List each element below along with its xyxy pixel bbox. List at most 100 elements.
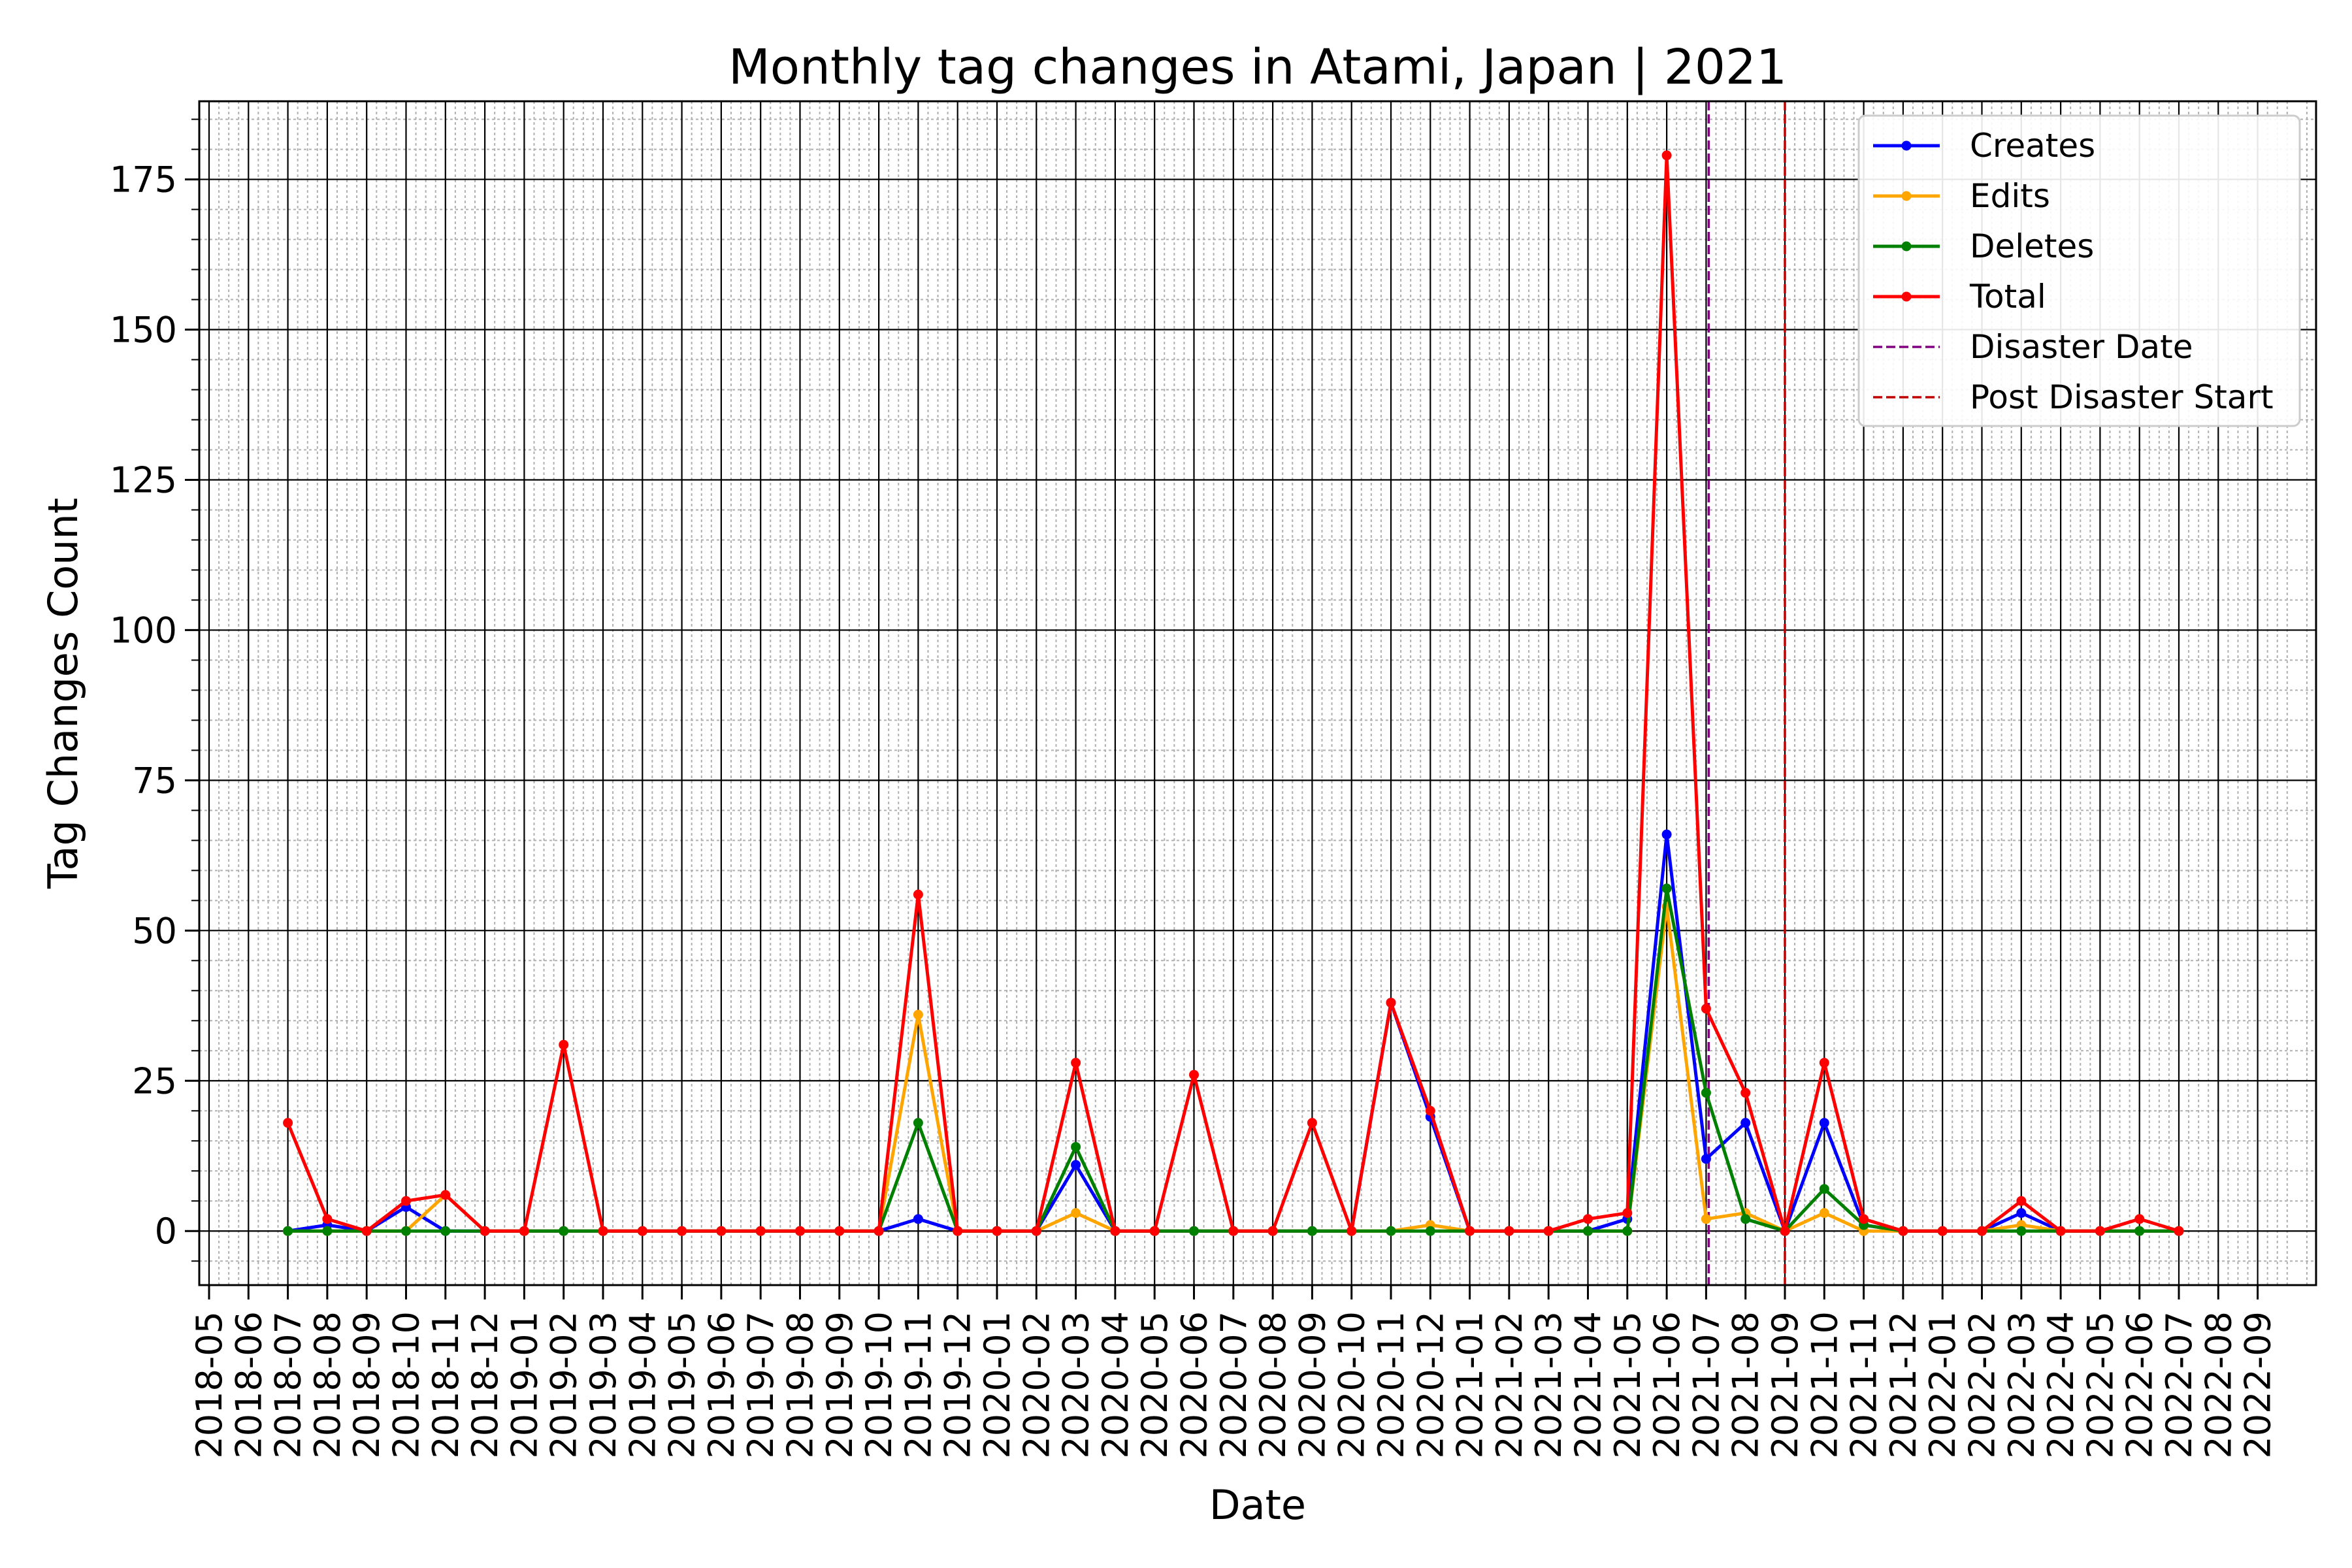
x-tick-label: 2021-03 — [1528, 1311, 1569, 1459]
point-deletes — [1583, 1226, 1593, 1236]
point-total — [1937, 1226, 1948, 1236]
point-total — [1031, 1226, 1041, 1236]
point-total — [2095, 1226, 2105, 1236]
point-total — [1228, 1226, 1239, 1236]
x-tick-label: 2021-08 — [1725, 1311, 1767, 1459]
y-tick-label: 50 — [132, 910, 177, 951]
x-tick-label: 2019-01 — [504, 1311, 545, 1459]
x-tick-label: 2020-08 — [1252, 1311, 1294, 1459]
x-tick-label: 2019-06 — [701, 1311, 742, 1459]
y-tick-label: 25 — [132, 1060, 177, 1102]
x-tick-label: 2020-04 — [1095, 1311, 1136, 1459]
point-total — [1740, 1088, 1751, 1098]
point-total — [1307, 1118, 1317, 1128]
point-total — [401, 1196, 411, 1206]
point-deletes — [2134, 1226, 2145, 1236]
point-edits — [1819, 1208, 1829, 1218]
point-total — [480, 1226, 490, 1236]
x-tick-label: 2020-12 — [1410, 1311, 1451, 1459]
x-tick-label: 2019-10 — [858, 1311, 900, 1459]
x-tick-label: 2021-07 — [1686, 1311, 1727, 1459]
x-tick-label: 2021-04 — [1568, 1311, 1609, 1459]
x-tick-label: 2020-09 — [1292, 1311, 1333, 1459]
point-total — [992, 1226, 1002, 1236]
x-tick-label: 2020-05 — [1134, 1311, 1175, 1459]
point-total — [716, 1226, 727, 1236]
x-tick-label: 2022-06 — [2119, 1311, 2161, 1459]
y-tick-label: 125 — [110, 459, 177, 500]
point-deletes — [283, 1226, 293, 1236]
x-tick-label: 2018-10 — [386, 1311, 427, 1459]
point-total — [1347, 1226, 1357, 1236]
x-tick-label: 2021-06 — [1646, 1311, 1688, 1459]
point-total — [1149, 1226, 1160, 1236]
x-tick-label: 2022-08 — [2198, 1311, 2239, 1459]
point-total — [440, 1190, 451, 1200]
x-tick-label: 2018-12 — [465, 1311, 506, 1459]
point-total — [1859, 1214, 1869, 1224]
x-tick-label: 2018-05 — [189, 1311, 230, 1459]
point-deletes — [1189, 1226, 1199, 1236]
x-tick-label: 2020-07 — [1213, 1311, 1254, 1459]
legend-label-creates: Creates — [1970, 127, 2095, 165]
y-axis-label: Tag Changes Count — [39, 498, 87, 889]
point-total — [1267, 1226, 1278, 1236]
plot-frame — [198, 100, 2317, 1286]
x-tick-label: 2019-05 — [662, 1311, 703, 1459]
x-tick-label: 2021-12 — [1883, 1311, 1924, 1459]
x-tick-label: 2018-07 — [268, 1311, 309, 1459]
point-creates — [1740, 1118, 1751, 1128]
point-edits — [1701, 1214, 1711, 1224]
point-deletes — [1386, 1226, 1396, 1236]
point-creates — [2016, 1208, 2027, 1218]
point-deletes — [1661, 883, 1672, 894]
point-total — [2174, 1226, 2184, 1236]
point-total — [1504, 1226, 1514, 1236]
x-tick-label: 2021-02 — [1489, 1311, 1530, 1459]
x-tick-label: 2020-03 — [1056, 1311, 1097, 1459]
chart-title: Monthly tag changes in Atami, Japan | 20… — [728, 39, 1787, 95]
x-tick-label: 2018-08 — [307, 1311, 348, 1459]
point-creates — [1071, 1160, 1081, 1170]
point-creates — [913, 1214, 923, 1224]
point-total — [834, 1226, 845, 1236]
x-tick-label: 2018-11 — [425, 1311, 466, 1459]
point-total — [874, 1226, 884, 1236]
x-tick-label: 2019-12 — [938, 1311, 979, 1459]
point-deletes — [1425, 1226, 1435, 1236]
y-tick-label: 175 — [110, 159, 177, 201]
point-total — [1425, 1105, 1435, 1116]
point-deletes — [1701, 1088, 1711, 1098]
x-tick-label: 2020-10 — [1331, 1311, 1373, 1459]
x-tick-label: 2020-01 — [977, 1311, 1018, 1459]
x-tick-label: 2022-01 — [1922, 1311, 1963, 1459]
point-deletes — [401, 1226, 411, 1236]
point-deletes — [440, 1226, 451, 1236]
point-deletes — [1740, 1214, 1751, 1224]
minor-grid — [199, 101, 2316, 1285]
legend-label-disaster-date: Disaster Date — [1970, 328, 2193, 366]
x-tick-label: 2019-04 — [622, 1311, 663, 1459]
point-total — [361, 1226, 372, 1236]
point-creates — [1701, 1154, 1711, 1164]
point-total — [795, 1226, 805, 1236]
point-creates — [1819, 1118, 1829, 1128]
reference-lines — [1707, 101, 1786, 1285]
x-tick-label: 2022-07 — [2159, 1311, 2200, 1459]
point-total — [1898, 1226, 1908, 1236]
point-deletes — [2016, 1226, 2027, 1236]
point-deletes — [1819, 1184, 1829, 1194]
y-tick-label: 75 — [132, 760, 177, 801]
point-total — [559, 1039, 569, 1050]
x-tick-label: 2019-02 — [544, 1311, 585, 1459]
point-total — [1701, 1004, 1711, 1014]
legend-marker-total — [1901, 291, 1912, 302]
x-tick-label: 2021-10 — [1804, 1311, 1845, 1459]
x-tick-label: 2022-09 — [2238, 1311, 2279, 1459]
legend-box — [1857, 114, 2301, 427]
point-creates — [1661, 829, 1672, 840]
point-total — [1661, 150, 1672, 161]
y-tick-label: 0 — [155, 1211, 177, 1252]
x-tick-label: 2022-03 — [2001, 1311, 2042, 1459]
